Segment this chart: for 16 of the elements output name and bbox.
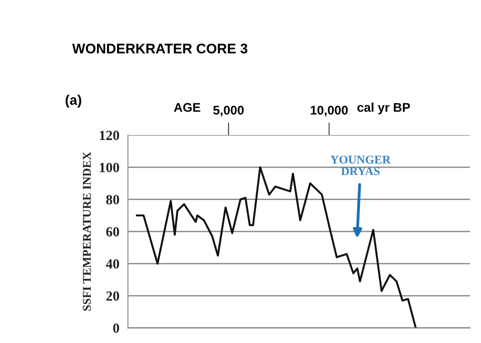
y-tick-label: 120 xyxy=(100,130,120,140)
x-tick-label: 5,000 xyxy=(213,106,244,116)
y-tick-label: 20 xyxy=(106,291,120,301)
text: (a) xyxy=(66,94,82,108)
line-series xyxy=(136,166,417,328)
y-tick-label: 100 xyxy=(100,162,120,172)
y-tick-label: 80 xyxy=(106,194,120,204)
chart-title: WONDERKRATER CORE 3 xyxy=(72,44,248,54)
y-tick-label: 40 xyxy=(106,259,120,269)
y-axis-title: SSFI TEMPERATURE INDEX xyxy=(82,152,91,311)
y-tick-label: 60 xyxy=(106,227,120,236)
x-axis-title: AGE xyxy=(174,102,200,112)
x-tick-label: 10,000 xyxy=(310,106,348,116)
y-tick-label: 0 xyxy=(113,323,120,333)
annotation: YOUNGER DRYAS xyxy=(330,156,391,176)
text: cal yr BP xyxy=(357,102,410,114)
